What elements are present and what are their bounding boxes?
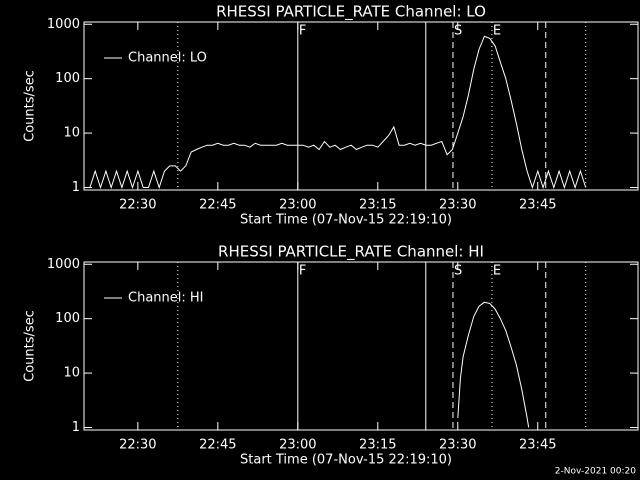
axes-box [83,261,639,431]
y-axis-label: Counts/sec [23,310,38,382]
event-label: S [454,24,462,39]
y-tick-label: 100 [55,311,80,326]
footer: 2-Nov-2021 00:20 [555,467,637,477]
x-tick-label: 23:15 [359,198,396,213]
x-tick-label: 22:45 [199,198,236,213]
x-tick-label: 22:30 [119,198,156,213]
x-axis-label: Start Time (07-Nov-15 22:19:10) [240,453,452,468]
chart-title: RHESSI PARTICLE_RATE Channel: HI [218,243,484,262]
event-label: S [454,264,462,279]
x-tick-label: 23:15 [359,438,396,453]
event-label: E [493,24,501,39]
x-tick-label: 23:45 [519,198,556,213]
event-label: E [493,264,501,279]
x-tick-label: 23:30 [439,198,476,213]
y-tick-label: 1000 [47,257,80,272]
x-tick-label: 23:00 [279,438,316,453]
y-axis-label: Counts/sec [23,70,38,142]
legend-label: Channel: LO [128,51,207,66]
x-tick-label: 23:45 [519,438,556,453]
series-line [89,35,587,190]
chart-title: RHESSI PARTICLE_RATE Channel: LO [216,3,486,22]
y-tick-label: 1000 [47,17,80,32]
y-tick-label: 1 [72,180,80,195]
x-tick-label: 23:30 [439,438,476,453]
x-axis-label: Start Time (07-Nov-15 22:19:10) [240,213,452,228]
series-line [457,301,530,428]
y-tick-label: 1 [72,420,80,435]
y-tick-label: 10 [63,366,80,381]
x-tick-label: 23:00 [279,198,316,213]
x-tick-label: 22:30 [119,438,156,453]
event-label: F [299,24,306,39]
x-tick-label: 22:45 [199,438,236,453]
axes-box [83,21,639,191]
y-tick-label: 10 [63,126,80,141]
legend-label: Channel: HI [128,291,204,306]
y-tick-label: 100 [55,71,80,86]
event-label: F [299,264,306,279]
